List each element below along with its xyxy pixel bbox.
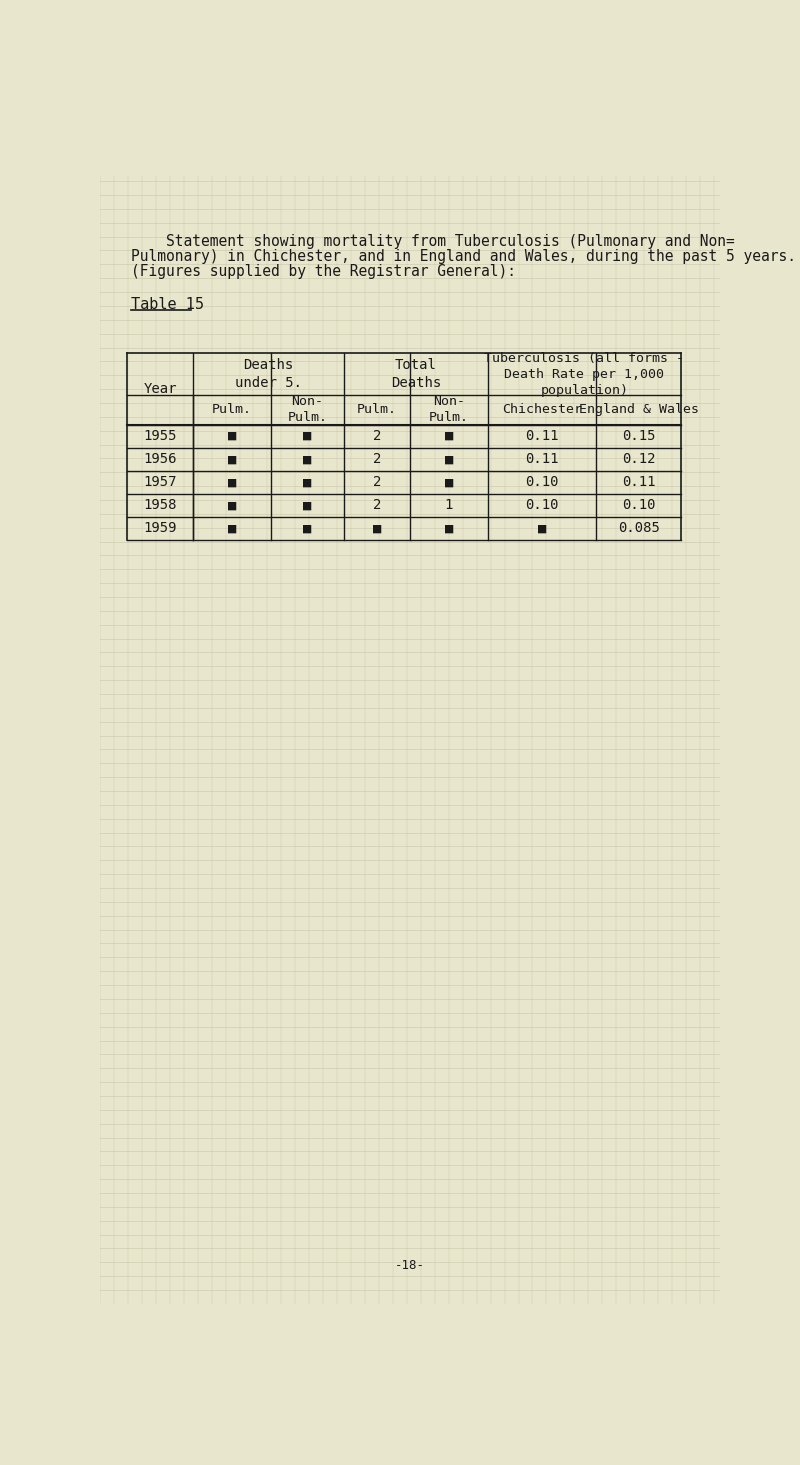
- Text: ■: ■: [445, 429, 453, 442]
- Text: ■: ■: [227, 429, 236, 442]
- Text: 0.11: 0.11: [525, 453, 558, 466]
- Text: ■: ■: [445, 522, 453, 536]
- Text: 1956: 1956: [143, 453, 177, 466]
- Text: 2: 2: [373, 475, 382, 489]
- Text: Total
Deaths: Total Deaths: [390, 357, 441, 390]
- Text: ■: ■: [303, 522, 311, 536]
- Text: Chichester: Chichester: [502, 403, 582, 416]
- Text: Year: Year: [143, 382, 177, 396]
- Text: ■: ■: [303, 498, 311, 513]
- Text: (Figures supplied by the Registrar General):: (Figures supplied by the Registrar Gener…: [131, 264, 516, 280]
- Text: 2: 2: [373, 498, 382, 513]
- Text: ■: ■: [227, 522, 236, 536]
- Text: 0.085: 0.085: [618, 522, 659, 536]
- Text: Pulm.: Pulm.: [212, 403, 252, 416]
- Text: 2: 2: [373, 453, 382, 466]
- Text: ■: ■: [303, 475, 311, 489]
- Text: 1: 1: [445, 498, 453, 513]
- Text: ■: ■: [373, 522, 382, 536]
- Text: 0.12: 0.12: [622, 453, 655, 466]
- Text: Pulm.: Pulm.: [357, 403, 397, 416]
- Text: Deaths
under 5.: Deaths under 5.: [235, 357, 302, 390]
- Text: ■: ■: [538, 522, 546, 536]
- Text: Non-
Pulm.: Non- Pulm.: [429, 396, 469, 425]
- Text: 0.10: 0.10: [525, 498, 558, 513]
- Text: ■: ■: [227, 498, 236, 513]
- Text: Pulmonary) in Chichester, and in England and Wales, during the past 5 years.: Pulmonary) in Chichester, and in England…: [131, 249, 796, 264]
- Text: 1955: 1955: [143, 429, 177, 442]
- Text: 1959: 1959: [143, 522, 177, 536]
- Text: ■: ■: [445, 475, 453, 489]
- Text: ■: ■: [227, 453, 236, 466]
- Text: 0.10: 0.10: [525, 475, 558, 489]
- Text: 1957: 1957: [143, 475, 177, 489]
- Text: ■: ■: [303, 453, 311, 466]
- Text: 0.11: 0.11: [525, 429, 558, 442]
- Text: -18-: -18-: [395, 1258, 425, 1272]
- Text: 2: 2: [373, 429, 382, 442]
- Text: 1958: 1958: [143, 498, 177, 513]
- Text: England & Wales: England & Wales: [578, 403, 698, 416]
- Text: ■: ■: [303, 429, 311, 442]
- Text: ■: ■: [445, 453, 453, 466]
- Text: Non-
Pulm.: Non- Pulm.: [287, 396, 327, 425]
- Text: Tuberculosis (all forms -
Death Rate per 1,000
population): Tuberculosis (all forms - Death Rate per…: [484, 352, 684, 397]
- Text: 0.11: 0.11: [622, 475, 655, 489]
- Text: 0.10: 0.10: [622, 498, 655, 513]
- Text: 0.15: 0.15: [622, 429, 655, 442]
- Text: Table 15: Table 15: [131, 297, 204, 312]
- Text: ■: ■: [227, 475, 236, 489]
- Text: Statement showing mortality from Tuberculosis (Pulmonary and Non=: Statement showing mortality from Tubercu…: [131, 233, 734, 249]
